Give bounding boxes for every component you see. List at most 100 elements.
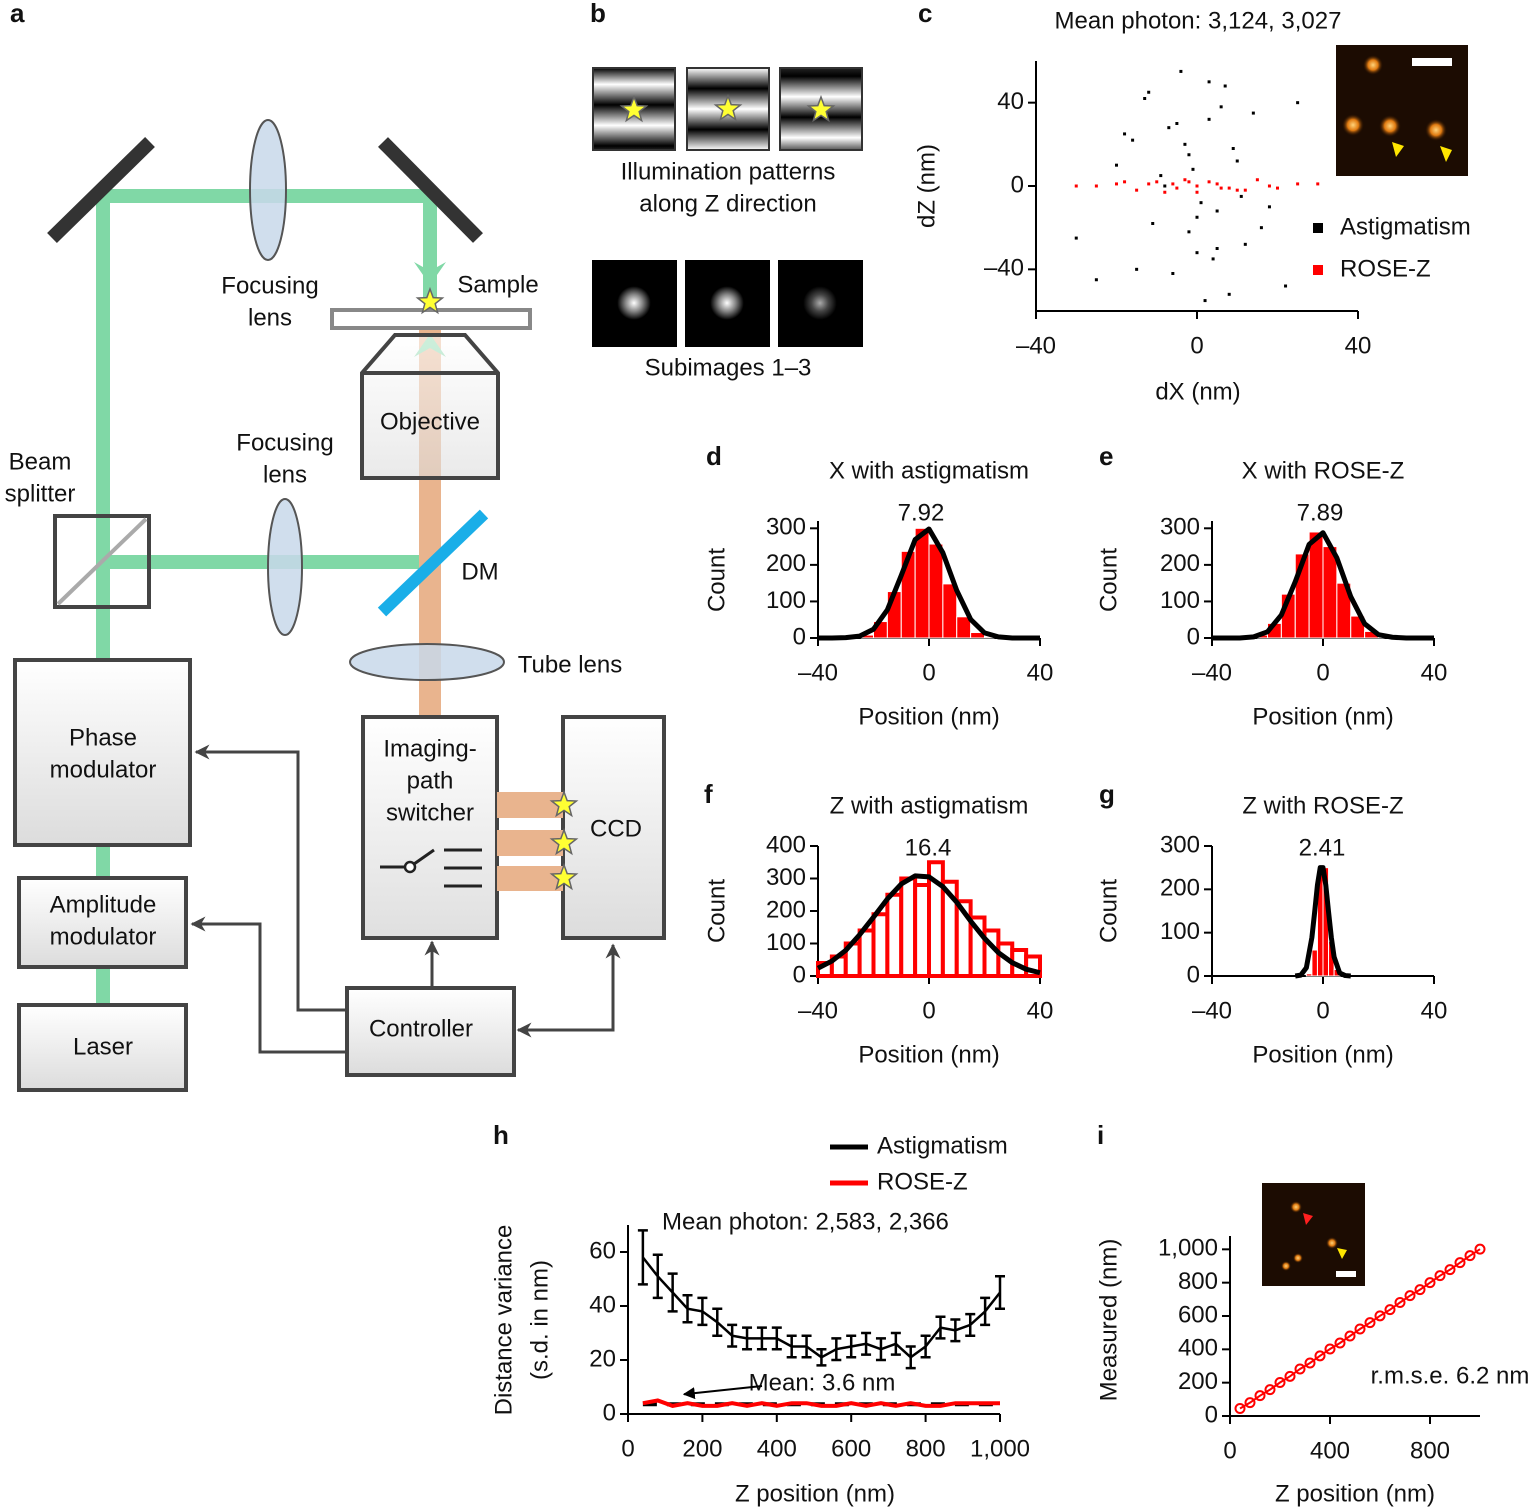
error-bar (652, 1253, 663, 1300)
x-tick-label: 40 (1027, 997, 1054, 1024)
switch-pivot (403, 860, 417, 874)
x-tick-label: 0 (621, 1435, 634, 1462)
x-tick-label: 400 (757, 1435, 797, 1462)
point (1334, 1337, 1346, 1349)
point (1464, 1250, 1476, 1262)
y-tick-label: 300 (766, 514, 806, 541)
mirror (378, 137, 483, 243)
point (1187, 180, 1191, 184)
caption: along Z direction (639, 190, 816, 217)
y-tick-label: 0 (603, 1399, 616, 1426)
error-bar (905, 1345, 916, 1370)
sample-slide (330, 308, 532, 330)
point (1183, 142, 1187, 146)
point (1135, 188, 1139, 192)
y-tick-label: 200 (1178, 1368, 1218, 1395)
point (1414, 1284, 1426, 1296)
legend-label: Astigmatism (1340, 213, 1471, 240)
y-tick-label: 400 (766, 831, 806, 858)
error-bar (980, 1296, 991, 1327)
point (1255, 178, 1259, 182)
point (1284, 284, 1288, 288)
emitter (1281, 1261, 1291, 1271)
panel-label: a (10, 0, 25, 28)
bar (885, 892, 904, 978)
point (1195, 184, 1199, 188)
y-tick-label: 0 (1011, 171, 1024, 198)
point (1227, 292, 1231, 296)
label: switcher (386, 799, 474, 826)
y-tick-label: 300 (1160, 514, 1200, 541)
point (1296, 101, 1300, 105)
error-bar (786, 1334, 797, 1359)
x-tick-label: –40 (1016, 332, 1056, 359)
y-tick-label: 300 (766, 864, 806, 891)
point (1324, 1343, 1336, 1355)
x-tick-label: 40 (1421, 997, 1448, 1024)
y-tick-label: 200 (766, 550, 806, 577)
label: Focusing (236, 429, 333, 456)
point (1215, 247, 1219, 250)
inset-image (1262, 1183, 1365, 1286)
x-tick-label: 0 (1316, 997, 1329, 1024)
point (1207, 180, 1211, 184)
y-axis-label: dZ (nm) (913, 144, 940, 228)
y-axis-label: Distance variance (490, 1225, 517, 1416)
bar (1305, 973, 1313, 977)
point (1211, 257, 1215, 261)
point (1434, 1270, 1446, 1282)
error-bar (920, 1334, 931, 1359)
panel-label: f (704, 779, 713, 809)
point (1167, 126, 1171, 130)
control-arrow (194, 744, 347, 1012)
optical-diagram: Focusing lens Sample Focusing lens Beam … (5, 119, 666, 1092)
x-tick-label: 400 (1310, 1437, 1350, 1464)
panel-label: i (1097, 1120, 1104, 1150)
point (1215, 182, 1219, 186)
label: Beam (9, 448, 72, 475)
y-tick-label: 400 (1178, 1335, 1218, 1362)
point (1394, 1297, 1406, 1308)
fit-curve (816, 873, 1041, 976)
panel-labels: a b c d e f g h i (10, 0, 1115, 1150)
laser (17, 1003, 188, 1092)
point (1364, 1317, 1376, 1329)
beam-arrow (414, 262, 446, 285)
point (1314, 1350, 1326, 1362)
panel-label: g (1099, 779, 1115, 809)
point (1274, 1377, 1286, 1388)
y-axis-label: (s.d. in nm) (526, 1260, 553, 1380)
error-bar (935, 1315, 946, 1340)
y-axis-label: Count (1095, 879, 1122, 943)
lens (249, 119, 287, 261)
point (1254, 1390, 1266, 1402)
x-tick-label: 0 (1223, 1437, 1236, 1464)
switch-symbol (380, 848, 482, 888)
panel-label: e (1099, 441, 1113, 471)
point (1203, 299, 1207, 303)
label: Laser (73, 1033, 133, 1060)
point (1384, 1304, 1396, 1316)
point (1424, 1277, 1436, 1289)
switcher (361, 715, 499, 940)
point (1147, 90, 1151, 94)
bar (928, 543, 944, 639)
point (1175, 122, 1179, 125)
point (1179, 69, 1183, 73)
x-tick-label: –40 (1192, 997, 1232, 1024)
point (1187, 153, 1191, 157)
chart-title: Z with ROSE-Z (1242, 792, 1403, 819)
label: lens (263, 461, 307, 488)
error-bar (875, 1337, 886, 1362)
patterns-panel: Illumination patterns along Z direction … (592, 67, 863, 381)
x-tick-label: 600 (831, 1435, 871, 1462)
label: Imaging- (383, 735, 476, 762)
label: Phase (69, 724, 137, 751)
error-bar (756, 1326, 767, 1351)
point (1354, 1323, 1366, 1335)
point (1171, 182, 1175, 186)
point (1163, 184, 1167, 188)
label: lens (248, 304, 292, 331)
y-tick-label: 40 (589, 1291, 616, 1318)
